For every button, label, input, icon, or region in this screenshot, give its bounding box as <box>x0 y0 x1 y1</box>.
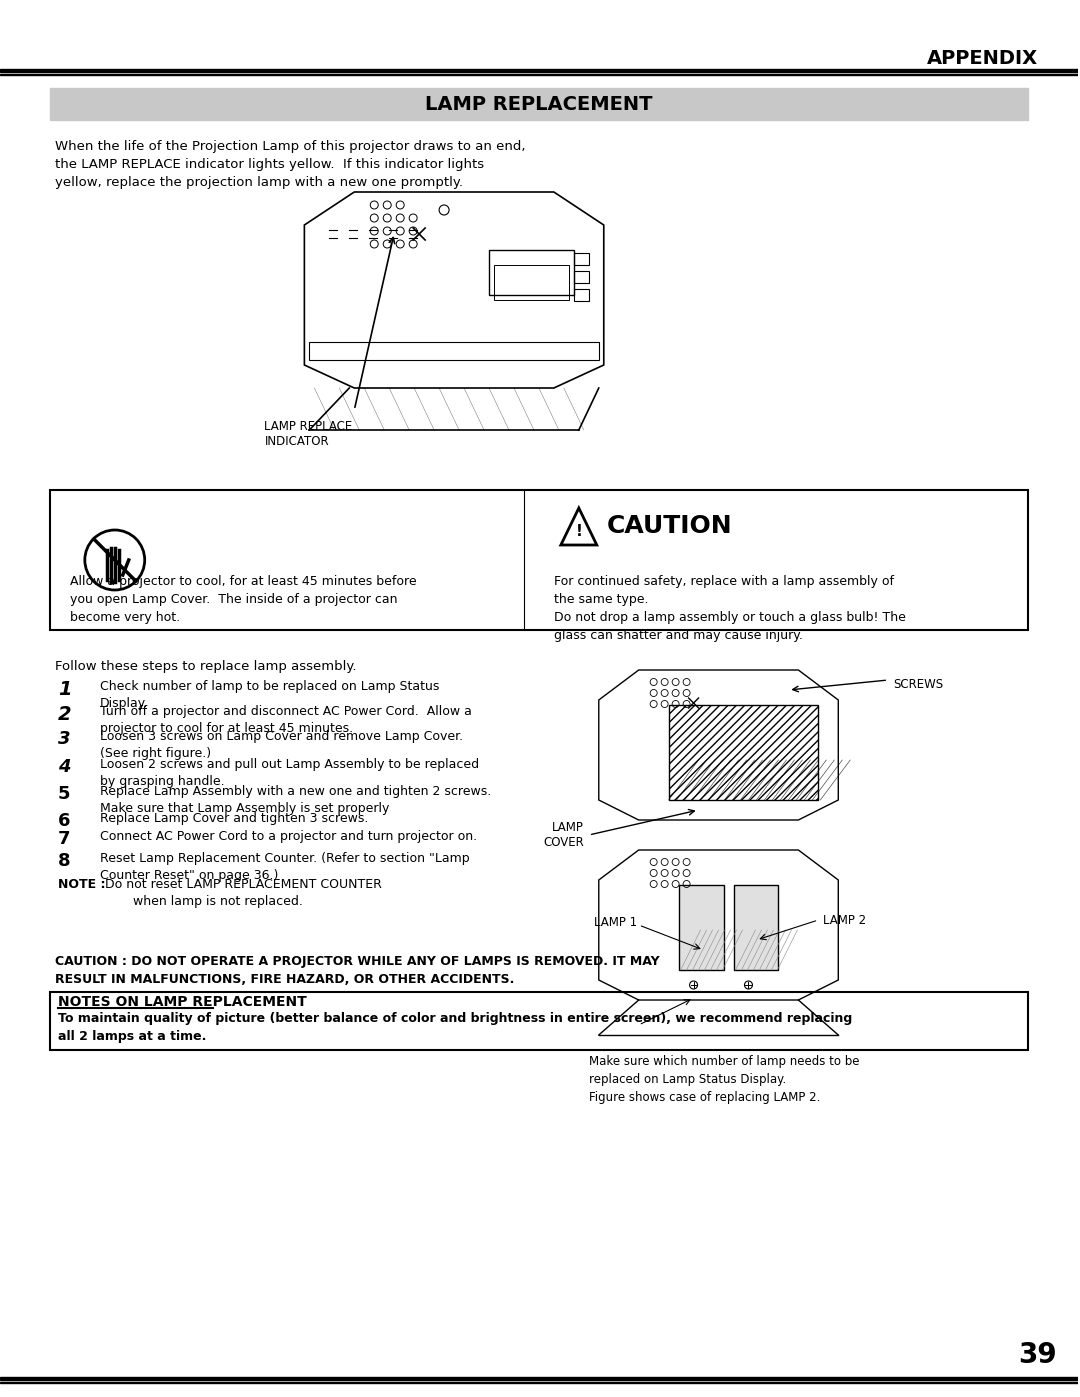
Text: CAUTION : DO NOT OPERATE A PROJECTOR WHILE ANY OF LAMPS IS REMOVED. IT MAY
RESUL: CAUTION : DO NOT OPERATE A PROJECTOR WHI… <box>55 956 660 986</box>
Bar <box>494 265 569 300</box>
Text: Make sure which number of lamp needs to be
replaced on Lamp Status Display.
Figu: Make sure which number of lamp needs to … <box>589 1055 860 1104</box>
Text: Follow these steps to replace lamp assembly.: Follow these steps to replace lamp assem… <box>55 659 356 673</box>
Text: Reset Lamp Replacement Counter. (Refer to section "Lamp
Counter Reset" on page 3: Reset Lamp Replacement Counter. (Refer t… <box>99 852 470 882</box>
Text: NOTES ON LAMP REPLACEMENT: NOTES ON LAMP REPLACEMENT <box>58 995 307 1009</box>
Bar <box>0 1382 1078 1383</box>
Text: 5: 5 <box>58 785 70 803</box>
Text: Replace Lamp Cover and tighten 3 screws.: Replace Lamp Cover and tighten 3 screws. <box>99 812 368 826</box>
Bar <box>678 886 724 970</box>
Text: 8: 8 <box>58 852 70 870</box>
Bar <box>733 886 779 970</box>
Text: LAMP REPLACEMENT: LAMP REPLACEMENT <box>426 95 652 113</box>
Text: Loosen 3 screws on Lamp Cover and remove Lamp Cover.
(See right figure.): Loosen 3 screws on Lamp Cover and remove… <box>99 731 463 760</box>
Bar <box>573 271 589 284</box>
Text: 7: 7 <box>58 830 70 848</box>
Bar <box>573 289 589 300</box>
Text: LAMP REPLACE
INDICATOR: LAMP REPLACE INDICATOR <box>265 420 353 448</box>
Text: SCREWS: SCREWS <box>893 679 943 692</box>
Text: 39: 39 <box>1018 1341 1057 1369</box>
Bar <box>50 992 1028 1051</box>
Text: Replace Lamp Assembly with a new one and tighten 2 screws.
Make sure that Lamp A: Replace Lamp Assembly with a new one and… <box>99 785 491 814</box>
Text: SCREWS: SCREWS <box>583 1021 634 1035</box>
Text: Turn off a projector and disconnect AC Power Cord.  Allow a
projector to cool fo: Turn off a projector and disconnect AC P… <box>99 705 472 735</box>
Text: NOTE :: NOTE : <box>58 877 106 891</box>
Text: Loosen 2 screws and pull out Lamp Assembly to be replaced
by grasping handle.: Loosen 2 screws and pull out Lamp Assemb… <box>99 759 478 788</box>
Text: 6: 6 <box>58 812 70 830</box>
Bar <box>0 1377 1078 1380</box>
Bar <box>50 490 1028 630</box>
Bar <box>50 88 1028 120</box>
Text: When the life of the Projection Lamp of this projector draws to an end,
the LAMP: When the life of the Projection Lamp of … <box>55 140 525 189</box>
Text: 2: 2 <box>58 705 71 724</box>
Bar <box>489 250 573 295</box>
Bar <box>0 74 1078 75</box>
Bar <box>573 253 589 265</box>
Bar <box>309 342 598 360</box>
Text: Connect AC Power Cord to a projector and turn projector on.: Connect AC Power Cord to a projector and… <box>99 830 477 842</box>
Text: APPENDIX: APPENDIX <box>927 49 1038 67</box>
Text: 1: 1 <box>58 680 71 698</box>
Text: !: ! <box>576 524 582 539</box>
Text: 4: 4 <box>58 759 70 775</box>
Text: 3: 3 <box>58 731 70 747</box>
Text: For continued safety, replace with a lamp assembly of
the same type.
Do not drop: For continued safety, replace with a lam… <box>554 576 906 643</box>
Text: To maintain quality of picture (better balance of color and brightness in entire: To maintain quality of picture (better b… <box>58 1011 852 1044</box>
Text: LAMP 2: LAMP 2 <box>823 914 866 926</box>
Bar <box>0 68 1078 73</box>
Text: Check number of lamp to be replaced on Lamp Status
Display.: Check number of lamp to be replaced on L… <box>99 680 440 710</box>
Bar <box>669 705 819 800</box>
Text: LAMP
COVER: LAMP COVER <box>543 821 584 849</box>
Text: LAMP 1: LAMP 1 <box>594 915 637 929</box>
Text: Allow a projector to cool, for at least 45 minutes before
you open Lamp Cover.  : Allow a projector to cool, for at least … <box>70 576 417 624</box>
Text: Do not reset LAMP REPLACEMENT COUNTER
       when lamp is not replaced.: Do not reset LAMP REPLACEMENT COUNTER wh… <box>105 877 381 908</box>
Text: CAUTION: CAUTION <box>607 514 732 538</box>
